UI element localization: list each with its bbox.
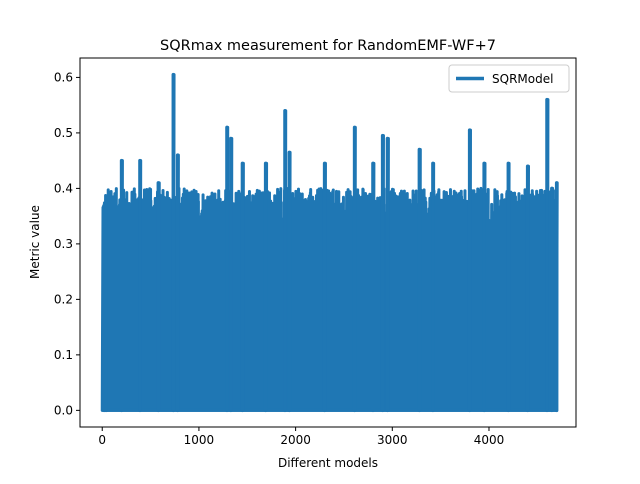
legend: SQRModel (448, 64, 570, 93)
chart-title: SQRmax measurement for RandomEMF-WF+7 (160, 38, 496, 54)
x-axis-label: Different models (278, 456, 378, 470)
y-axis-ticks: 0.0 0.1 0.2 0.3 0.4 0.5 0.6 (54, 70, 80, 417)
x-tick-label: 3000 (377, 433, 408, 447)
y-tick-label: 0.5 (54, 126, 73, 140)
y-tick-label: 0.3 (54, 237, 73, 251)
y-tick-label: 0.1 (54, 348, 73, 362)
legend-label-sqrmodel: SQRModel (492, 72, 553, 86)
x-tick-label: 1000 (184, 433, 215, 447)
legend-box (448, 64, 570, 93)
x-tick-label: 2000 (280, 433, 311, 447)
x-tick-label: 0 (98, 433, 106, 447)
y-tick-label: 0.6 (54, 70, 73, 84)
y-tick-label: 0.2 (54, 292, 73, 306)
series-layer (100, 72, 559, 413)
y-tick-label: 0.4 (54, 181, 73, 195)
x-axis-ticks: 0 1000 2000 3000 4000 (98, 427, 504, 447)
x-tick-label: 4000 (474, 433, 505, 447)
plot-frame (79, 57, 577, 428)
y-tick-label: 0.0 (54, 403, 73, 417)
y-axis-label: Metric value (28, 205, 42, 279)
